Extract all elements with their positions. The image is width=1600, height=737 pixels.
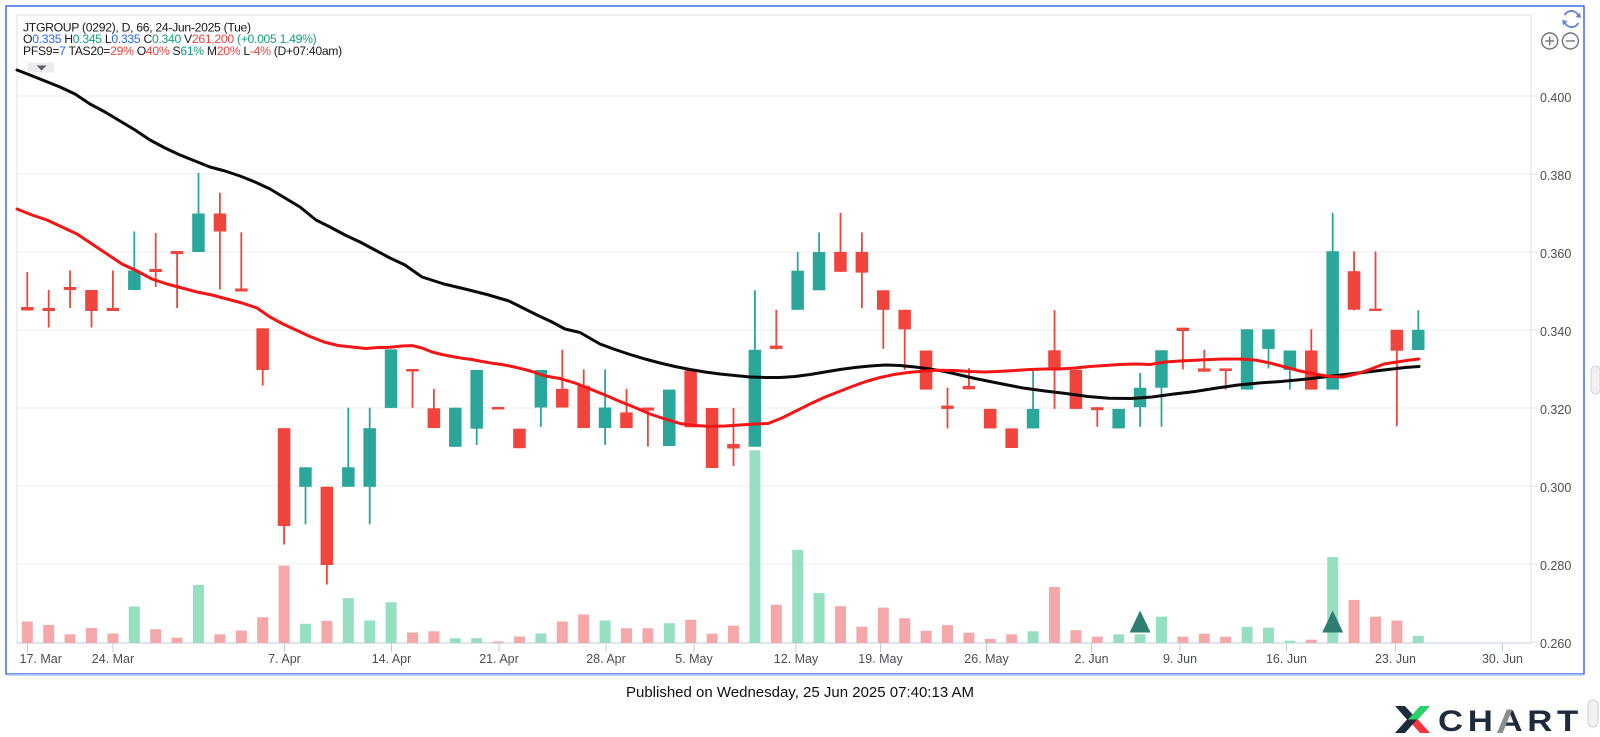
svg-text:JTGROUP (0292), D, 66, 24-Jun-: JTGROUP (0292), D, 66, 24-Jun-2025 (Tue) bbox=[23, 21, 251, 35]
svg-text:28. Apr: 28. Apr bbox=[586, 652, 626, 666]
svg-text:19. May: 19. May bbox=[858, 652, 903, 666]
svg-text:0.360: 0.360 bbox=[1540, 247, 1571, 261]
svg-text:PFS9=7 TAS20=29% O40% S61% M20: PFS9=7 TAS20=29% O40% S61% M20% L-4% (D+… bbox=[23, 44, 342, 58]
svg-text:0.280: 0.280 bbox=[1540, 559, 1571, 573]
svg-text:O0.335 H0.345 L0.335 C0.340 V2: O0.335 H0.345 L0.335 C0.340 V261,200 (+0… bbox=[23, 32, 317, 46]
svg-text:2. Jun: 2. Jun bbox=[1074, 652, 1108, 666]
svg-text:30. Jun: 30. Jun bbox=[1482, 652, 1523, 666]
svg-text:17. Mar: 17. Mar bbox=[20, 652, 62, 666]
svg-text:0.340: 0.340 bbox=[1540, 325, 1571, 339]
svg-text:7. Apr: 7. Apr bbox=[268, 652, 301, 666]
svg-text:Published on Wednesday, 25 Jun: Published on Wednesday, 25 Jun 2025 07:4… bbox=[626, 684, 974, 701]
svg-text:0.380: 0.380 bbox=[1540, 169, 1571, 183]
svg-text:16. Jun: 16. Jun bbox=[1266, 652, 1307, 666]
svg-text:9. Jun: 9. Jun bbox=[1163, 652, 1197, 666]
svg-text:5. May: 5. May bbox=[675, 652, 713, 666]
svg-text:26. May: 26. May bbox=[964, 652, 1009, 666]
svg-text:24. Mar: 24. Mar bbox=[92, 652, 134, 666]
svg-text:0.260: 0.260 bbox=[1540, 637, 1571, 651]
svg-text:12. May: 12. May bbox=[774, 652, 819, 666]
svg-text:0.300: 0.300 bbox=[1540, 481, 1571, 495]
svg-text:23. Jun: 23. Jun bbox=[1375, 652, 1416, 666]
svg-text:0.400: 0.400 bbox=[1540, 91, 1571, 105]
svg-text:14. Apr: 14. Apr bbox=[372, 652, 412, 666]
svg-text:21. Apr: 21. Apr bbox=[479, 652, 519, 666]
svg-text:CHART: CHART bbox=[1438, 704, 1583, 737]
svg-text:0.320: 0.320 bbox=[1540, 403, 1571, 417]
